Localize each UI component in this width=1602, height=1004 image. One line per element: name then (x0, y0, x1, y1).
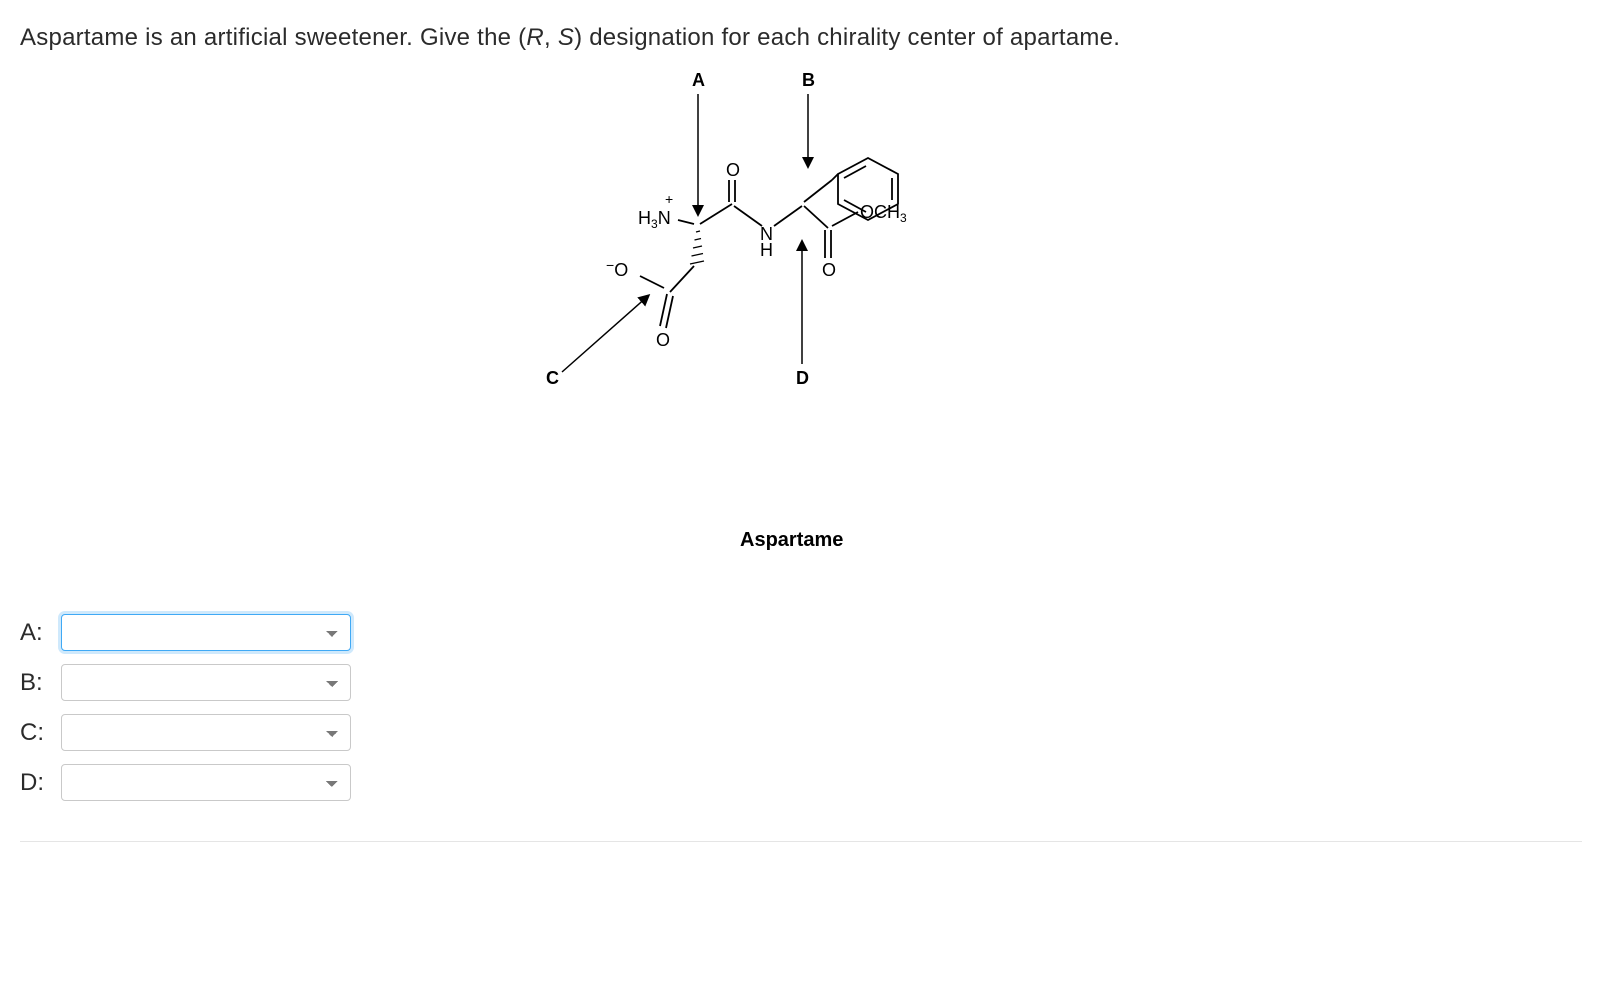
answers-block: A: B: C: D: (20, 614, 1582, 801)
nh-h: H (760, 240, 773, 260)
answer-row-b: B: (20, 664, 1582, 701)
label-c: C (546, 368, 559, 388)
answer-row-a: A: (20, 614, 1582, 651)
carboxylate-o-dbl: O (656, 330, 670, 350)
select-b[interactable] (61, 664, 351, 701)
bond-h3n (678, 220, 694, 224)
answer-row-d: D: (20, 764, 1582, 801)
question-text: Aspartame is an artificial sweetener. Gi… (20, 22, 1582, 54)
aspartame-structure: A B C D + H3N (540, 64, 980, 484)
label-b-answer: B: (20, 669, 61, 697)
q-suffix: ) designation for each chirality center … (574, 24, 1120, 51)
label-c-answer: C: (20, 719, 61, 747)
bond-n-cb (774, 206, 802, 226)
select-d[interactable] (61, 764, 351, 801)
bond-b-ester-c (804, 206, 828, 228)
q-s: S (558, 24, 574, 51)
label-d: D (796, 368, 809, 388)
hash-wedge (690, 231, 704, 264)
bond-co-dbl-2 (666, 296, 673, 328)
figure-area: A B C D + H3N (20, 64, 1582, 584)
amide-o: O (726, 160, 740, 180)
separator (20, 841, 1582, 842)
bond-c-och3 (832, 212, 858, 226)
bond-ch2-ring (832, 174, 838, 180)
label-d-answer: D: (20, 769, 61, 797)
h3n-text: H3N (638, 208, 671, 231)
q-prefix: Aspartame is an artificial sweetener. Gi… (20, 24, 526, 51)
select-a[interactable] (61, 614, 351, 651)
arrow-c (562, 296, 648, 372)
o-minus: −O (606, 257, 628, 280)
q-r: R (526, 24, 544, 51)
bond-ominus (640, 276, 664, 288)
label-b: B (802, 70, 815, 90)
h3n-plus: + (665, 191, 673, 207)
bond-co-dbl-1 (660, 294, 667, 326)
ester-o-dbl: O (822, 260, 836, 280)
select-c[interactable] (61, 714, 351, 751)
label-a-answer: A: (20, 619, 61, 647)
bond-a-c1 (700, 204, 732, 224)
figure-caption: Aspartame (740, 529, 843, 552)
q-comma: , (544, 24, 558, 51)
bond-to-coo (670, 266, 694, 292)
answer-row-c: C: (20, 714, 1582, 751)
label-a: A (692, 70, 705, 90)
bond-b-ch2ph (804, 180, 832, 202)
bond-c-n (734, 206, 762, 226)
och3: OCH3 (860, 202, 907, 225)
